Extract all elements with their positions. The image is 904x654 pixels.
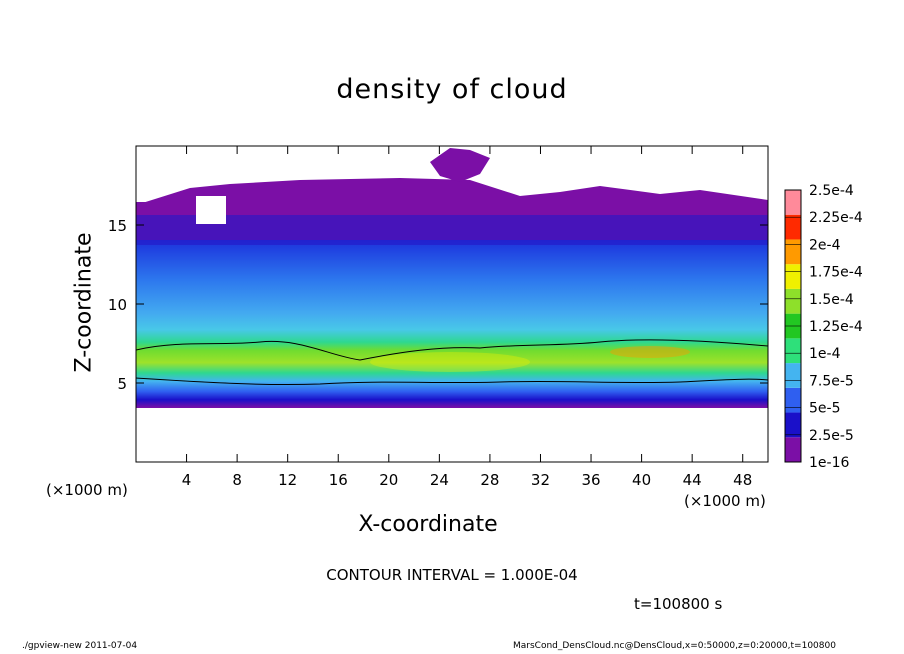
colorbar-segment bbox=[785, 239, 801, 265]
x-unit-label-right: (×1000 m) bbox=[684, 492, 766, 510]
footer-source: MarsCond_DensCloud.nc@DensCloud,x=0:5000… bbox=[513, 641, 836, 651]
contour-line-lower bbox=[136, 377, 768, 386]
y-tick-label: 15 bbox=[108, 217, 127, 235]
colorbar-label: 1e-4 bbox=[809, 346, 841, 362]
colorbar-label: 5e-5 bbox=[809, 401, 840, 417]
colorbar-segment bbox=[785, 363, 801, 388]
colorbar-label: 1.25e-4 bbox=[809, 319, 863, 335]
x-tick-label: 32 bbox=[531, 471, 550, 489]
colorbar-label: 2.5e-4 bbox=[809, 183, 854, 199]
contour-interval-note: CONTOUR INTERVAL = 1.000E-04 bbox=[326, 566, 578, 584]
x-unit-label-left: (×1000 m) bbox=[46, 481, 128, 499]
upper-blue-layer bbox=[136, 215, 768, 245]
colorbar-segment bbox=[785, 412, 801, 438]
colorbar: 1e-16 2.5e-5 5e-5 7.5e-5 1e-4 1.25e-4 1.5e-4 1.… bbox=[784, 183, 863, 471]
colorbar-label: 1.75e-4 bbox=[809, 265, 863, 281]
x-tick-label: 36 bbox=[581, 471, 600, 489]
x-tick-label: 28 bbox=[480, 471, 499, 489]
colorbar-label: 7.5e-5 bbox=[809, 373, 854, 389]
colorbar-label: 2.25e-4 bbox=[809, 210, 863, 226]
y-axis: 5 10 15 bbox=[108, 217, 768, 393]
x-tick-label: 20 bbox=[379, 471, 398, 489]
x-tick-label: 24 bbox=[430, 471, 449, 489]
contour-line-upper bbox=[136, 339, 768, 361]
cloud-top-blob bbox=[430, 148, 490, 182]
colorbar-label: 2e-4 bbox=[809, 237, 841, 253]
colorbar-segment bbox=[785, 437, 801, 462]
colorbar-segment bbox=[785, 264, 801, 289]
y-axis-label: Z-coordinate bbox=[71, 232, 97, 373]
x-tick-label: 12 bbox=[278, 471, 297, 489]
high-density-core-2 bbox=[610, 346, 690, 358]
x-tick-label: 48 bbox=[733, 471, 752, 489]
x-tick-label: 44 bbox=[683, 471, 702, 489]
y-tick-label: 5 bbox=[117, 375, 127, 393]
colorbar-segment bbox=[785, 214, 801, 240]
density-field bbox=[136, 148, 768, 408]
x-tick-label: 40 bbox=[632, 471, 651, 489]
colorbar-segment bbox=[785, 338, 801, 364]
high-density-core-1 bbox=[370, 352, 530, 372]
colorbar-segment bbox=[785, 288, 801, 314]
time-label: t=100800 s bbox=[634, 595, 723, 613]
colorbar-segment bbox=[785, 387, 801, 413]
x-tick-label: 8 bbox=[232, 471, 242, 489]
cloud-gap bbox=[196, 196, 226, 224]
x-tick-label: 4 bbox=[182, 471, 192, 489]
footer-program-date: ./gpview-new 2011-07-04 bbox=[22, 641, 138, 651]
y-tick-label: 10 bbox=[108, 296, 127, 314]
x-tick-label: 16 bbox=[329, 471, 348, 489]
x-axis-label: X-coordinate bbox=[358, 512, 498, 537]
colorbar-label: 1.5e-4 bbox=[809, 292, 854, 308]
colorbar-label: 1e-16 bbox=[809, 455, 849, 471]
colorbar-segment bbox=[785, 190, 801, 215]
colorbar-label: 2.5e-5 bbox=[809, 428, 854, 444]
chart-title: density of cloud bbox=[336, 74, 568, 105]
x-axis: 4 8 12 16 20 24 28 32 36 40 44 48 bbox=[182, 146, 752, 489]
